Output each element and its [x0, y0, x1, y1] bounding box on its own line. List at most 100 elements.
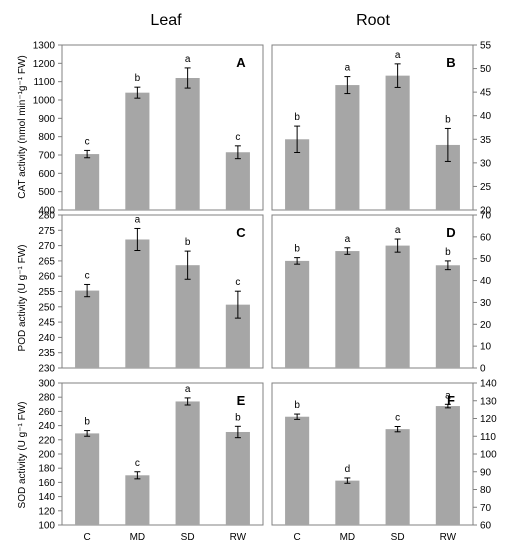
panel-f-bar-c [285, 416, 310, 525]
panel-d-bar-rw [435, 265, 460, 368]
panel-e-category-label: MD [130, 532, 146, 543]
panel-b-sig-letter: a [395, 50, 401, 61]
panel-a-frame [61, 44, 264, 211]
panel-d-ytick-label: 30 [480, 298, 492, 309]
panel-e-ytick-label: 220 [38, 435, 55, 446]
panel-e-bar-md [125, 475, 150, 525]
panel-e-sig-letter: a [185, 384, 191, 395]
panel-f-category-label: RW [440, 532, 457, 543]
panel-e-ytick-label: 180 [38, 464, 55, 475]
panel-c-ytick-label: 280 [38, 211, 55, 222]
panel-a-bar-rw [225, 152, 250, 210]
panel-c-ytick-label: 265 [38, 256, 55, 267]
panel-f-sig-letter: d [345, 464, 351, 475]
panel-b-ytick-label: 50 [480, 64, 492, 75]
panel-d-frame [271, 214, 474, 369]
panel-f-ytick-label: 80 [480, 485, 492, 496]
panel-a-ytick-label: 700 [38, 151, 55, 162]
panel-e-ytick-label: 240 [38, 421, 55, 432]
panel-d-bar-md [335, 251, 360, 368]
panel-a-ytick-label: 500 [38, 187, 55, 198]
panel-f-ytick-label: 60 [480, 521, 492, 532]
panel-a-ytick-label: 800 [38, 132, 55, 143]
panel-d-ytick-label: 40 [480, 276, 492, 287]
panel-d-ytick-label: 70 [480, 211, 492, 222]
panel-e-sig-letter: c [135, 458, 140, 469]
panel-e-ytick-label: 160 [38, 478, 55, 489]
panel-c-sig-letter: a [135, 214, 141, 225]
panel-f-ytick-label: 110 [480, 432, 496, 443]
panel-c-ytick-label: 275 [38, 226, 55, 237]
panel-e-category-label: C [84, 532, 91, 543]
panel-f-category-label: C [294, 532, 301, 543]
panel-e-ytick-label: 120 [38, 506, 55, 517]
panel-d-ytick-label: 60 [480, 232, 492, 243]
panel-f-ytick-label: 120 [480, 414, 497, 425]
panel-a-bar-md [125, 92, 150, 210]
panel-f-category-label: SD [391, 532, 405, 543]
panel-d-sig-letter: a [395, 225, 401, 236]
panel-f-sig-letter: c [395, 412, 400, 423]
panel-a-sig-letter: c [235, 132, 240, 143]
panel-c-sig-letter: b [185, 237, 191, 248]
panel-e-ytick-label: 200 [38, 450, 55, 461]
y-axis-label-sod: SOD activity (U g⁻¹ FW) [17, 402, 28, 509]
panel-a-ytick-label: 600 [38, 169, 55, 180]
panel-a-ytick-label: 900 [38, 114, 55, 125]
panel-e-sig-letter: b [84, 417, 90, 428]
panel-e-bar-rw [225, 431, 250, 525]
panel-b-sig-letter: b [294, 112, 300, 123]
panel-e-ytick-label: 140 [38, 492, 55, 503]
panel-a-sig-letter: c [85, 136, 90, 147]
panel-b-ytick-label: 55 [480, 41, 492, 52]
panel-b-ytick-label: 45 [480, 88, 492, 99]
panel-a-bar-sd [175, 78, 200, 210]
panel-a-ytick-label: 1000 [33, 96, 56, 107]
panel-f-ytick-label: 70 [480, 503, 492, 514]
panel-b-sig-letter: a [345, 63, 351, 74]
panel-c-ytick-label: 255 [38, 287, 55, 298]
panel-c-ytick-label: 260 [38, 272, 55, 283]
panel-c-bar-c [75, 290, 100, 368]
panel-c-ytick-label: 240 [38, 333, 55, 344]
panel-f-sig-letter: b [294, 400, 300, 411]
panel-f-bar-md [335, 480, 360, 525]
panel-c-ytick-label: 235 [38, 348, 55, 359]
panel-b-letter: B [446, 55, 455, 70]
panel-f-bar-sd [385, 429, 410, 525]
panel-f-sig-letter: a [445, 390, 451, 401]
panel-b-frame [271, 44, 474, 211]
panel-f-ytick-label: 100 [480, 450, 497, 461]
panel-e-ytick-label: 300 [38, 379, 55, 390]
panel-d-letter: D [446, 225, 455, 240]
panel-c-sig-letter: c [235, 277, 240, 288]
panel-c-ytick-label: 270 [38, 241, 55, 252]
y-axis-label-cat: CAT activity (nmol min⁻¹g⁻¹ FW) [17, 55, 28, 199]
panel-d-bar-sd [385, 245, 410, 368]
panel-c-ytick-label: 250 [38, 302, 55, 313]
column-title-leaf: Leaf [150, 12, 182, 29]
panel-a-sig-letter: a [185, 54, 191, 65]
panel-e-ytick-label: 280 [38, 393, 55, 404]
panel-e-category-label: RW [230, 532, 247, 543]
panel-f-bar-rw [435, 406, 460, 525]
panel-b-ytick-label: 35 [480, 135, 492, 146]
panel-a-ytick-label: 1100 [33, 77, 55, 88]
panel-b-ytick-label: 40 [480, 111, 492, 122]
panel-b-bar-md [335, 85, 360, 210]
panel-f-ytick-label: 130 [480, 396, 497, 407]
panel-b-bar-sd [385, 75, 410, 211]
panel-a-ytick-label: 1200 [33, 59, 56, 70]
panel-e-bar-c [75, 433, 100, 525]
panel-a-ytick-label: 400 [38, 206, 55, 217]
y-axis-label-pod: POD activity (U g⁻¹ FW) [17, 245, 28, 352]
panel-a-ytick-label: 1300 [33, 41, 56, 52]
panel-c-ytick-label: 230 [38, 364, 55, 375]
panel-d-ytick-label: 50 [480, 254, 492, 265]
panel-b-ytick-label: 20 [480, 206, 492, 217]
panel-b-ytick-label: 25 [480, 182, 492, 193]
panel-c-bar-md [125, 239, 150, 368]
panel-b-ytick-label: 30 [480, 158, 492, 169]
panel-f-category-label: MD [340, 532, 356, 543]
panel-d-ytick-label: 0 [480, 364, 486, 375]
